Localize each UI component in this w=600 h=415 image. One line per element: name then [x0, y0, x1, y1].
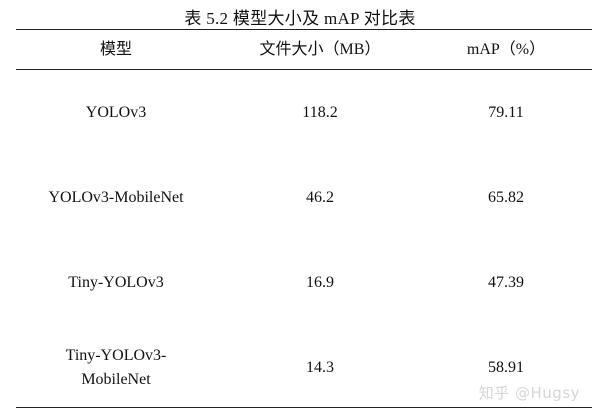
cell-size: 16.9 [306, 274, 334, 291]
cell-map: 65.82 [488, 189, 524, 206]
top-rule [16, 29, 592, 30]
cell-model: YOLOv3 [85, 104, 147, 121]
cell-model-line1: Tiny-YOLOv3- [65, 347, 167, 364]
cell-model-line2: MobileNet [81, 371, 151, 388]
header-file-size: 文件大小（MB） [259, 40, 381, 58]
table-row: Tiny-YOLOv3 16.9 47.39 [16, 271, 592, 295]
cell-map: 47.39 [488, 274, 524, 291]
table-row: Tiny-YOLOv3- MobileNet 14.3 58.91 [16, 343, 592, 393]
bottom-rule [16, 407, 592, 408]
cell-model: Tiny-YOLOv3- MobileNet [16, 344, 216, 392]
cell-size: 14.3 [306, 359, 334, 376]
cell-map: 58.91 [488, 359, 524, 376]
cell-size: 46.2 [306, 189, 334, 206]
table-row: YOLOv3-MobileNet 46.2 65.82 [16, 186, 592, 210]
cell-model: YOLOv3-MobileNet [48, 189, 184, 206]
cell-model: Tiny-YOLOv3 [68, 274, 164, 291]
watermark: 知乎 @Hugsy [478, 384, 580, 402]
cell-size: 118.2 [302, 104, 338, 121]
table-row: YOLOv3 118.2 79.11 [16, 101, 592, 125]
table-caption: 表 5.2 模型大小及 mAP 对比表 [184, 9, 416, 28]
cell-map: 79.11 [488, 104, 524, 121]
header-rule [16, 69, 592, 70]
table-header-row: 模型 文件大小（MB） mAP（%） [16, 30, 592, 69]
header-model: 模型 [99, 40, 132, 58]
header-map: mAP（%） [466, 40, 546, 58]
